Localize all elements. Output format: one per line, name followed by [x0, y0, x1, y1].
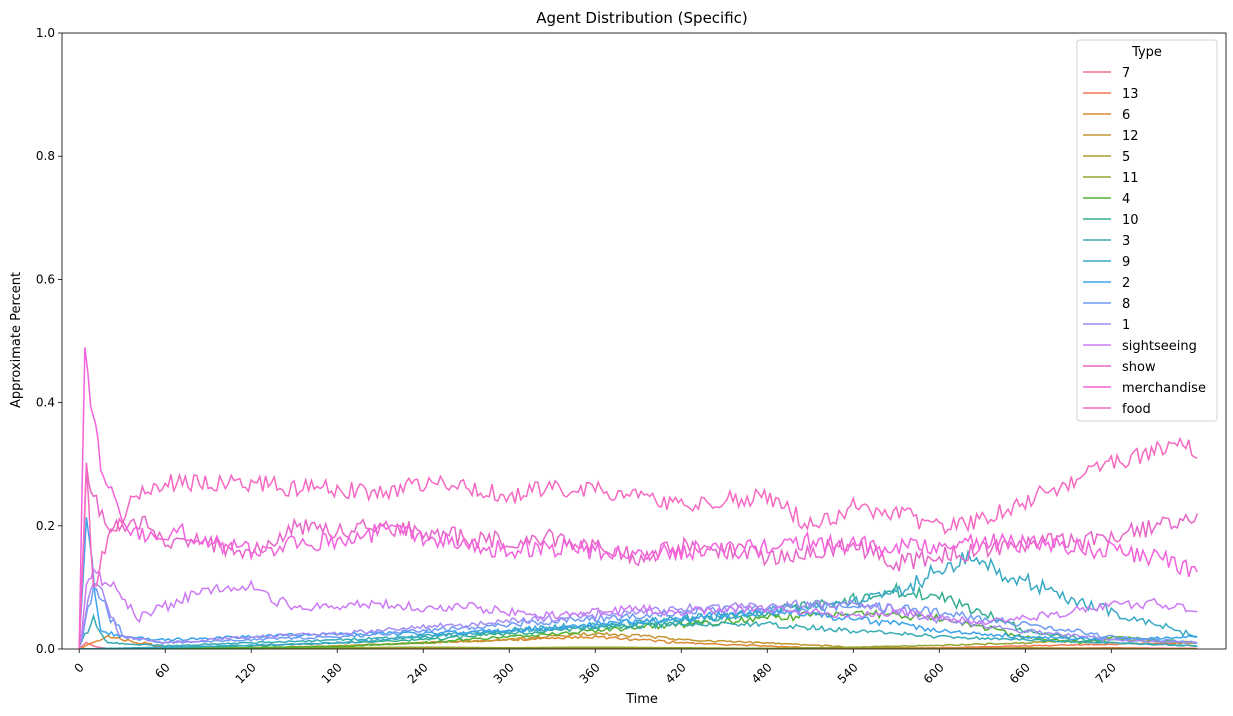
y-axis-label: Approximate Percent [9, 272, 24, 408]
legend-label: 13 [1122, 87, 1139, 102]
x-tick-label: 480 [749, 660, 775, 686]
legend-label: 7 [1122, 66, 1130, 81]
y-tick-label: 0.2 [36, 519, 55, 533]
legend-box [1076, 39, 1218, 422]
legend-label: 9 [1122, 255, 1130, 270]
legend-label: 2 [1122, 276, 1130, 291]
series-line-sightseeing [78, 567, 1198, 649]
y-tick-label: 0.8 [36, 149, 55, 163]
series-line-show [78, 462, 1199, 649]
series-line-8 [78, 586, 1198, 645]
series-line-3 [78, 613, 1198, 649]
legend-label: 1 [1122, 318, 1130, 333]
x-tick-label: 240 [405, 660, 431, 686]
x-axis-label: Time [625, 692, 658, 707]
x-tick-label: 300 [491, 660, 517, 686]
x-tick-label: 180 [319, 660, 345, 686]
series-line-9 [79, 549, 1198, 649]
x-tick-label: 360 [577, 660, 603, 686]
y-tick-label: 0.0 [36, 642, 55, 656]
legend-label: 11 [1122, 171, 1139, 186]
legend-label: 5 [1122, 150, 1130, 165]
chart-title: Agent Distribution (Specific) [536, 9, 748, 27]
legend-label: merchandise [1122, 381, 1206, 396]
y-tick-label: 0.6 [36, 272, 55, 286]
x-tick-label: 120 [233, 660, 259, 686]
x-tick-label: 720 [1093, 660, 1119, 686]
x-tick-label: 540 [835, 660, 861, 686]
legend-label: food [1122, 402, 1151, 417]
legend-label: 8 [1122, 297, 1130, 312]
x-tick-label: 60 [152, 660, 173, 681]
series-line-11 [79, 638, 1198, 649]
legend-label: 6 [1122, 108, 1130, 123]
y-tick-label: 1.0 [36, 26, 55, 40]
x-tick-label: 0 [71, 660, 86, 675]
series-line-1 [78, 581, 1198, 645]
series-line-merchandise [78, 347, 1198, 649]
x-tick-label: 600 [921, 660, 947, 686]
y-tick-label: 0.4 [36, 396, 55, 410]
legend-label: show [1122, 360, 1156, 375]
series-line-food [78, 436, 1198, 649]
x-tick-label: 660 [1007, 660, 1033, 686]
series-line-4 [79, 608, 1198, 649]
plot-frame [61, 32, 1227, 650]
legend-title: Type [1131, 45, 1162, 60]
legend-label: 12 [1122, 129, 1139, 144]
legend-label: 3 [1122, 234, 1130, 249]
legend-label: 4 [1122, 192, 1130, 207]
legend-label: sightseeing [1122, 339, 1197, 354]
legend-label: 10 [1122, 213, 1139, 228]
plot-area [78, 347, 1199, 649]
series-line-2 [78, 517, 1198, 644]
x-tick-label: 420 [663, 660, 689, 686]
